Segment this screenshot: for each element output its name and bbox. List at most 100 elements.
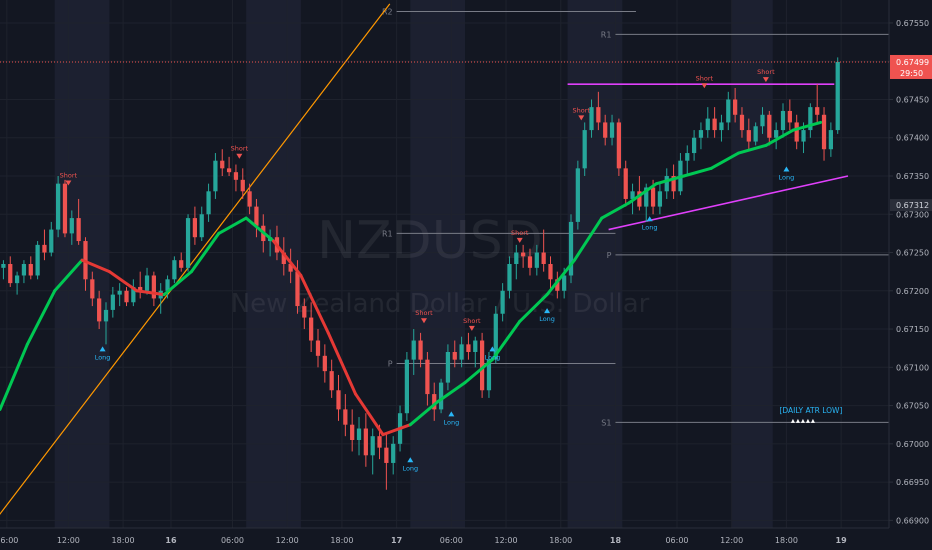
candle <box>685 145 690 176</box>
candle-body <box>240 179 245 192</box>
candle <box>432 382 437 421</box>
candle <box>521 244 526 268</box>
candle-body <box>377 436 382 448</box>
candle <box>329 359 334 398</box>
candle <box>425 352 430 406</box>
candle-body <box>739 114 745 131</box>
candle <box>199 206 204 242</box>
candle-body <box>295 271 300 307</box>
candle <box>479 332 485 398</box>
candle-body <box>144 275 150 291</box>
long-signal-label: Long <box>642 223 658 231</box>
candle-body <box>233 172 239 180</box>
candle <box>76 198 81 245</box>
time-axis[interactable]: 06:00 12:00 18:00 16 06:00 12:00 18:00 17 06:00 1… <box>0 527 932 550</box>
y-tick-label: 0.67200 <box>896 287 929 296</box>
candle <box>445 344 451 391</box>
last-price-label: 0.67499 <box>896 58 929 67</box>
ma-segment <box>764 128 795 147</box>
x-tick-label: 12:00 <box>495 536 518 545</box>
arrow-up-icon <box>99 346 106 352</box>
x-tick-label: 18:00 <box>549 536 572 545</box>
candle-body <box>534 252 539 268</box>
candle <box>240 168 245 199</box>
candle-body <box>835 61 840 131</box>
candle <box>8 256 13 287</box>
long-signal: Long <box>485 346 500 361</box>
candle-body <box>329 371 334 391</box>
candle <box>336 374 341 421</box>
candle <box>226 156 232 176</box>
candle <box>568 214 574 284</box>
candle-body <box>698 130 704 138</box>
y-tick-label: 0.67550 <box>896 19 929 28</box>
ma-segment <box>53 258 84 293</box>
arrow-down-icon <box>762 77 769 83</box>
ma-segment <box>80 258 111 274</box>
candle-body <box>664 176 669 192</box>
pivot-label: R1 <box>601 30 612 39</box>
candle-body <box>623 168 628 199</box>
candle <box>103 302 109 345</box>
candle <box>56 176 61 238</box>
candle-body <box>452 352 457 360</box>
candle <box>507 256 512 299</box>
y-tick-label: 0.67300 <box>896 210 929 219</box>
short-signal-label: Short <box>511 229 529 237</box>
y-tick-label: 0.66900 <box>896 516 929 525</box>
candle-body <box>486 359 492 391</box>
candle-body <box>309 317 314 341</box>
session-band <box>54 0 110 528</box>
candle-body <box>302 306 307 318</box>
candle <box>760 107 765 134</box>
marked-price-label: 0.67312 <box>896 201 929 210</box>
atr-marker-icon <box>795 418 800 423</box>
pivot-levels: R2 R1 P R1 P S1 <box>382 7 896 427</box>
candle <box>821 107 827 161</box>
candle-body <box>206 191 211 215</box>
candle <box>35 241 40 280</box>
candle-body <box>705 118 710 131</box>
candle <box>753 122 758 146</box>
x-tick-label: 18:00 <box>330 536 353 545</box>
candle <box>719 114 724 142</box>
candle-body <box>1 264 6 268</box>
candle <box>370 428 375 475</box>
time-axis-background <box>0 528 932 550</box>
arrow-up-icon <box>407 457 414 463</box>
candle-body <box>172 260 177 280</box>
candle <box>144 267 150 295</box>
ma-segment <box>737 143 768 155</box>
candle <box>739 107 745 138</box>
x-tick-label: 06:00 <box>0 536 18 545</box>
candle <box>527 248 533 276</box>
candle-body <box>657 191 663 207</box>
candle <box>671 164 676 199</box>
candle <box>575 160 580 230</box>
candle-body <box>603 122 608 138</box>
y-tick-label: 0.67450 <box>896 95 929 104</box>
candle <box>124 286 129 307</box>
candle-body <box>767 114 772 138</box>
candle-body <box>124 290 129 303</box>
pivot-label: S1 <box>601 418 611 427</box>
candle <box>534 244 539 276</box>
candle <box>247 183 252 215</box>
arrow-down-icon <box>701 83 708 89</box>
price-axis[interactable]: 0.66900 0.66950 0.67000 0.67050 0.67100 0.671… <box>888 0 932 550</box>
ma-segment <box>299 273 330 335</box>
candle-body <box>493 313 498 360</box>
short-signal: Short <box>696 74 714 89</box>
candle <box>438 378 444 414</box>
candle <box>28 256 33 280</box>
symbol-watermark: NZDUSD New Zealand Dollar / U.S. Dollar <box>231 211 650 319</box>
x-tick-label: 18:00 <box>775 536 798 545</box>
candle-body <box>753 126 758 142</box>
candle-body <box>616 122 622 169</box>
candle-body <box>247 191 252 207</box>
long-signal-label: Long <box>539 315 555 323</box>
candle-body <box>28 264 33 276</box>
candle <box>603 114 608 146</box>
y-tick-label: 0.67050 <box>896 402 929 411</box>
